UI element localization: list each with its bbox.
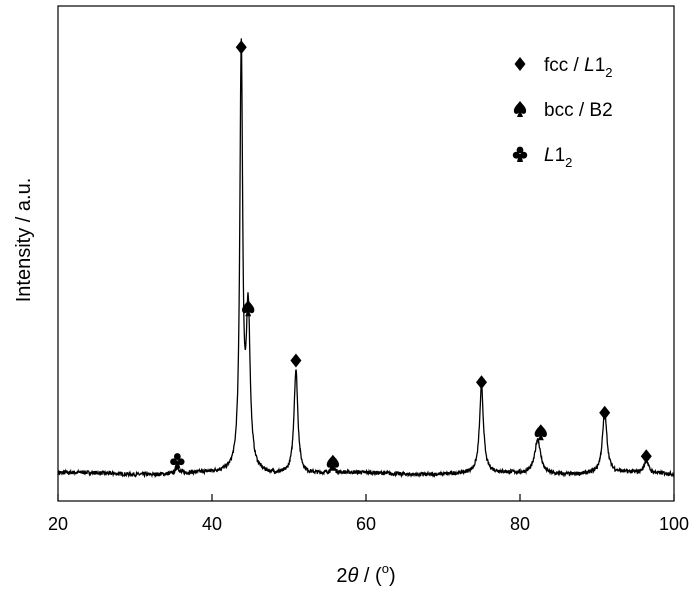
spade-peak-marker	[326, 454, 340, 471]
diamond-peak-marker	[599, 405, 611, 420]
legend-label: fcc / L12	[544, 55, 613, 80]
x-axis-ticks: 20 40 60 80 100	[48, 494, 689, 534]
peak-markers	[170, 40, 652, 471]
club-peak-marker	[170, 453, 185, 469]
legend: fcc / L12 bcc / B2 L12	[512, 55, 613, 170]
diamond-peak-marker	[235, 40, 247, 55]
spade-peak-marker	[242, 300, 255, 317]
x-tick-label: 20	[48, 514, 68, 534]
x-tick-label: 60	[356, 514, 376, 534]
x-tick-label: 80	[510, 514, 530, 534]
legend-spade-icon	[513, 101, 527, 117]
legend-diamond-icon	[514, 57, 526, 71]
legend-label: bcc / B2	[544, 100, 613, 121]
x-axis-label: 2θ / (o)	[336, 561, 395, 587]
spade-peak-marker	[534, 424, 547, 441]
diffraction-pattern-line	[57, 38, 675, 479]
diamond-peak-marker	[290, 353, 302, 368]
y-axis-label: Intensity / a.u.	[13, 178, 35, 303]
plot-frame	[57, 5, 675, 502]
x-tick-label: 100	[659, 514, 689, 534]
legend-label: L12	[544, 145, 572, 170]
x-tick-label: 40	[202, 514, 222, 534]
diamond-peak-marker	[476, 375, 487, 390]
legend-club-icon	[512, 146, 528, 162]
diamond-peak-marker	[640, 449, 652, 464]
